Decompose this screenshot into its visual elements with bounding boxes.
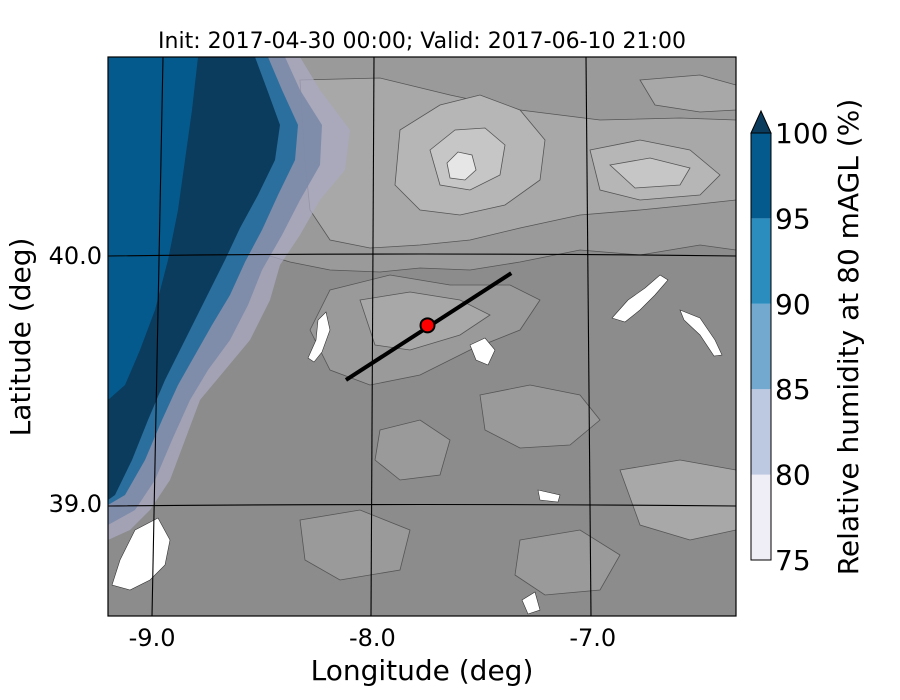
- x-tick-label: -9.0: [129, 624, 176, 652]
- meridian-8: [370, 57, 375, 616]
- humidity-field: [108, 57, 350, 540]
- parallel-39: [108, 503, 736, 507]
- colorbar-label: Relative humidity at 80 mAGL (%): [832, 99, 865, 576]
- terrain-plateau-ne: [639, 74, 736, 113]
- location-marker: [419, 317, 436, 334]
- colorbar-tick-label: 90: [775, 288, 811, 321]
- colorbar-tick-label: 85: [775, 373, 811, 406]
- white-patch-bottom: [521, 591, 541, 615]
- colorbar-extend-arrow: [750, 109, 772, 134]
- terrain-south-1: [479, 384, 601, 449]
- white-patch-south: [537, 489, 561, 503]
- y-tick-labels: 40.0 39.0: [49, 242, 102, 518]
- plot-frame: [107, 56, 737, 617]
- colorbar-tick-label: 100: [775, 117, 828, 150]
- white-patches: [111, 274, 723, 615]
- terrain-contours: [229, 57, 736, 596]
- white-patch-mid: [469, 337, 496, 366]
- colorbar-segment: [751, 303, 771, 390]
- meridian-9: [151, 57, 164, 616]
- x-tick-label: -8.0: [349, 624, 396, 652]
- colorbar-segment: [751, 389, 771, 475]
- y-axis-label: Latitude (deg): [4, 238, 37, 437]
- terrain-peak-top: [446, 151, 477, 181]
- colorbar-tick-label: 80: [775, 459, 811, 492]
- y-tick-label: 39.0: [49, 490, 102, 518]
- terrain-south-2: [374, 419, 451, 481]
- x-axis-label: Longitude (deg): [311, 654, 534, 687]
- humidity-ocean-100: [108, 57, 198, 400]
- colorbar-tick-label: 75: [775, 544, 811, 577]
- colorbar-segment: [751, 474, 771, 560]
- white-patch-river-east-2: [679, 309, 723, 357]
- white-patch-west: [307, 311, 331, 363]
- graticule: [108, 57, 736, 616]
- x-tick-label: -7.0: [569, 624, 616, 652]
- terrain-plateau-east-high: [609, 157, 691, 189]
- white-patch-sw-large: [111, 517, 171, 591]
- terrain-south-3: [619, 459, 736, 541]
- y-tick-label: 40.0: [49, 242, 102, 270]
- terrain-south-5: [514, 529, 621, 596]
- colorbar-tick-label: 95: [775, 202, 811, 235]
- colorbar-segment: [751, 133, 771, 219]
- x-tick-labels: -9.0 -8.0 -7.0: [129, 624, 617, 652]
- white-patch-river-east: [611, 274, 669, 323]
- parallel-40: [108, 253, 736, 257]
- colorbar: 75 80 85 90 95 100: [750, 109, 828, 577]
- terrain-south-4: [299, 509, 411, 581]
- colorbar-segment: [751, 218, 771, 304]
- meridian-7: [585, 57, 592, 616]
- chart-title: Init: 2017-04-30 00:00; Valid: 2017-06-1…: [158, 29, 686, 54]
- colorbar-frame: [750, 132, 772, 561]
- map-area: [108, 57, 736, 616]
